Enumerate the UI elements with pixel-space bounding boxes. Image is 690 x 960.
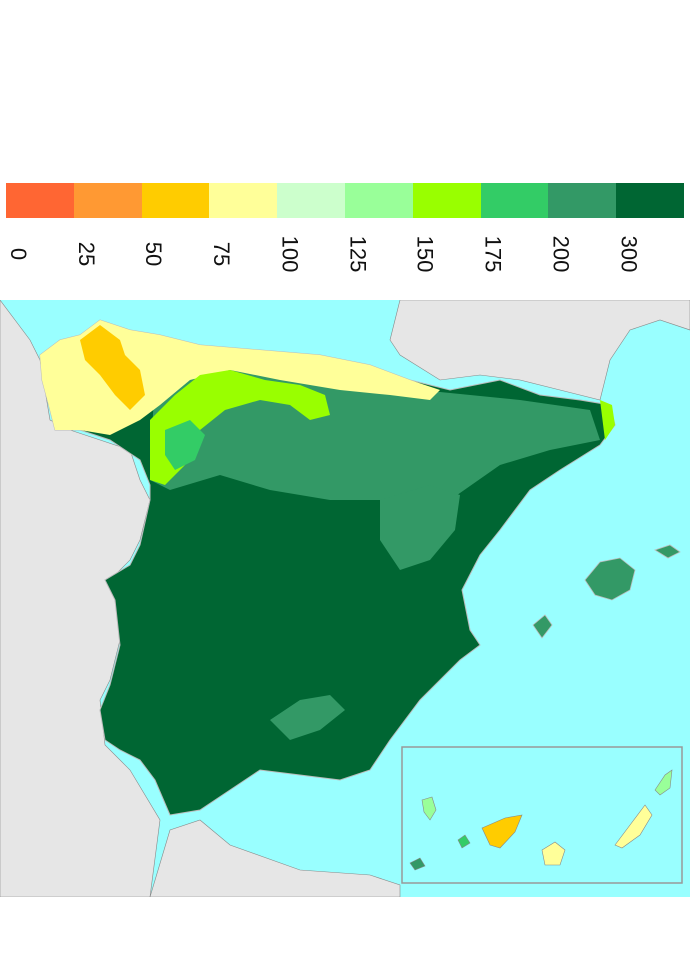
el-hierro xyxy=(409,857,426,871)
legend-tick-label: 25 xyxy=(72,229,100,279)
legend-tick-text: 0 xyxy=(6,247,31,261)
galicia-yellow xyxy=(40,320,440,435)
legend-tick-text: 175 xyxy=(480,235,506,273)
tenerife xyxy=(481,814,523,849)
legend-tick-text: 75 xyxy=(209,241,235,267)
la-palma xyxy=(421,796,437,821)
mallorca xyxy=(584,557,636,601)
leon-light-green xyxy=(150,370,330,485)
legend-tick-label: 150 xyxy=(411,229,439,279)
africa-land xyxy=(149,819,401,897)
legend-tick-text: 50 xyxy=(141,241,167,267)
legend-swatch xyxy=(6,183,75,218)
legend-tick-label: 100 xyxy=(275,229,303,279)
ibiza xyxy=(532,614,553,639)
legend-tick-text: 125 xyxy=(345,235,370,273)
precipitation-legend: 0 25 50 75 100 125 150 175 200 300 xyxy=(4,183,685,283)
legend-tick-label: 175 xyxy=(479,229,507,279)
legend-tick-text: 200 xyxy=(548,235,574,273)
legend-swatch xyxy=(209,183,278,218)
la-gomera xyxy=(457,834,471,849)
canary-inset xyxy=(401,746,683,884)
spain-precipitation-map xyxy=(0,300,690,897)
legend-tick-text: 150 xyxy=(412,235,438,273)
legend-tick-label: 0 xyxy=(4,229,32,279)
catalonia-edge xyxy=(600,400,615,440)
legend-tick-label: 50 xyxy=(140,229,168,279)
aragon-green-band xyxy=(380,485,460,570)
france-land xyxy=(389,300,690,401)
leon-green xyxy=(165,420,205,470)
legend-swatch xyxy=(277,183,346,218)
legend-swatch xyxy=(480,183,549,218)
central-green-patch xyxy=(270,695,345,740)
legend-tick-text: 100 xyxy=(277,235,303,273)
legend-swatch xyxy=(548,183,617,218)
lanzarote xyxy=(654,769,673,796)
gran-canaria xyxy=(541,841,566,866)
legend-swatch xyxy=(141,183,210,218)
legend-tick-text: 25 xyxy=(73,241,99,267)
legend-swatch xyxy=(73,183,143,218)
legend-swatch xyxy=(345,183,414,218)
menorca xyxy=(654,544,681,559)
galicia-orange xyxy=(80,325,145,410)
legend-tick-label: 300 xyxy=(614,229,642,279)
north-green-band xyxy=(150,360,600,550)
legend-tick-label: 75 xyxy=(207,229,235,279)
fuerteventura xyxy=(614,804,653,849)
legend-swatch xyxy=(412,183,482,218)
legend-swatch xyxy=(616,183,685,218)
legend-tick-label: 200 xyxy=(546,229,574,279)
legend-tick-text: 300 xyxy=(616,235,642,273)
legend-tick-label: 125 xyxy=(343,229,371,279)
